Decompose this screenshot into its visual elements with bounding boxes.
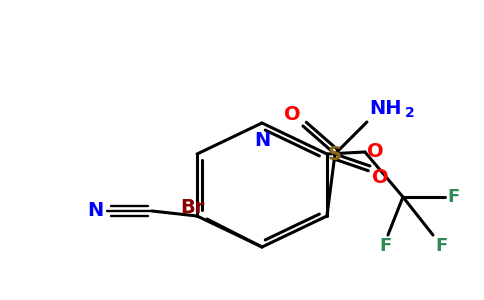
Text: NH: NH xyxy=(369,99,401,118)
Text: N: N xyxy=(254,131,270,150)
Text: O: O xyxy=(372,168,389,187)
Text: 2: 2 xyxy=(405,106,415,120)
Text: F: F xyxy=(435,237,447,255)
Text: F: F xyxy=(447,188,459,206)
Text: O: O xyxy=(367,142,384,161)
Text: F: F xyxy=(380,237,392,255)
Text: O: O xyxy=(284,105,301,124)
Text: Br: Br xyxy=(181,198,205,217)
Text: S: S xyxy=(328,145,342,164)
Text: N: N xyxy=(87,202,103,220)
